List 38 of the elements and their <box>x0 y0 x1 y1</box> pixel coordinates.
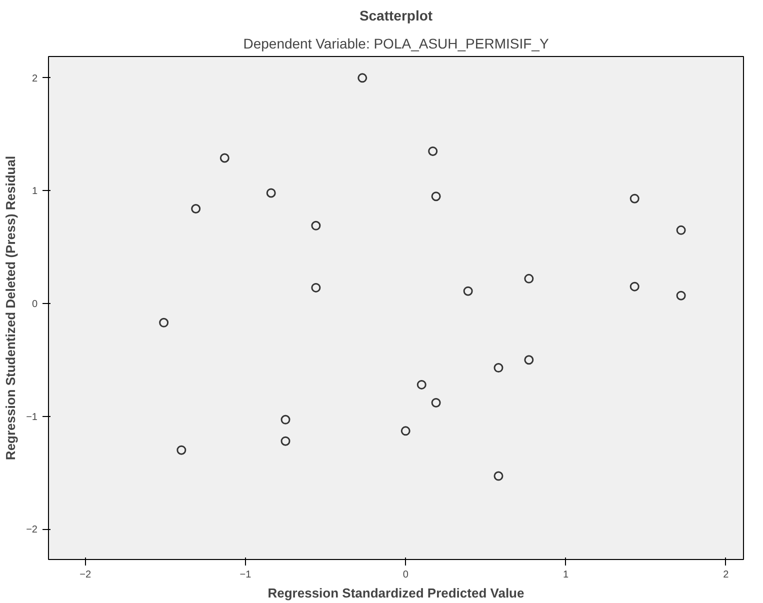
point <box>524 274 534 284</box>
point <box>494 471 504 481</box>
point <box>416 380 426 390</box>
point <box>431 398 441 408</box>
point <box>280 436 290 446</box>
point <box>676 290 686 300</box>
x-axis-title: Regression Standardized Predicted Value <box>268 586 524 600</box>
point <box>311 282 321 292</box>
x-tick-label: 1 <box>562 570 569 580</box>
y-tick-label: −2 <box>26 524 38 536</box>
point <box>266 188 276 198</box>
x-tick-label: −1 <box>240 570 252 580</box>
chart-subtitle: Dependent Variable: POLA_ASUH_PERMISIF_Y <box>243 36 550 52</box>
chart-title: Scatterplot <box>359 8 433 24</box>
point <box>159 318 169 328</box>
y-tick-label: 1 <box>32 186 38 198</box>
x-tick-label: 2 <box>723 570 730 580</box>
point <box>630 194 640 204</box>
y-tick-label: 0 <box>32 298 38 310</box>
point <box>428 146 438 156</box>
point <box>400 426 410 436</box>
point <box>463 286 473 296</box>
y-axis-title: Regression Studentized Deleted (Press) Residual <box>3 156 18 460</box>
point <box>676 225 686 235</box>
point <box>220 153 230 163</box>
point <box>280 414 290 424</box>
point <box>431 192 441 202</box>
point <box>524 355 534 365</box>
point <box>176 445 186 455</box>
x-tick-label: −2 <box>80 570 92 580</box>
point <box>311 220 321 230</box>
x-tick-label: 0 <box>402 570 409 580</box>
point <box>630 282 640 292</box>
point <box>494 363 504 373</box>
y-tick-label: 2 <box>32 73 38 84</box>
point <box>358 73 368 83</box>
y-tick-label: −1 <box>26 412 38 423</box>
point <box>191 204 201 214</box>
